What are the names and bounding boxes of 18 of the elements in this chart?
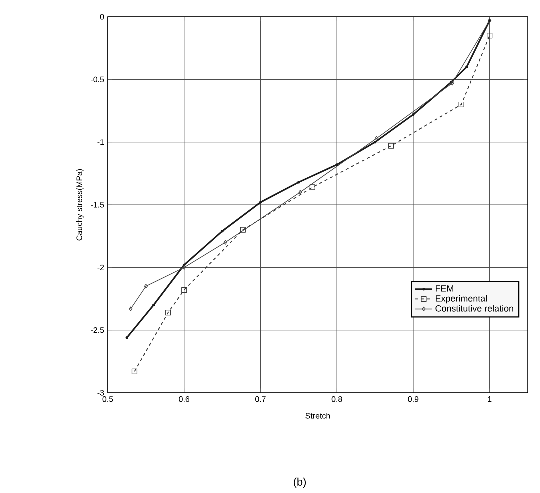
point [375, 136, 379, 141]
point [182, 265, 186, 270]
point [132, 368, 138, 374]
point [240, 227, 246, 233]
point [182, 287, 188, 294]
point [458, 102, 464, 108]
point [224, 240, 228, 245]
point [388, 143, 394, 149]
point [166, 310, 172, 316]
point [298, 190, 302, 195]
legend-label: Experimental [436, 295, 487, 304]
point [450, 81, 454, 86]
point [144, 284, 148, 289]
legend-label: FEM [436, 286, 454, 292]
point [310, 184, 316, 190]
text: (b) [294, 478, 306, 488]
point [487, 33, 493, 39]
legend-label: Constitutive relation [436, 305, 514, 312]
